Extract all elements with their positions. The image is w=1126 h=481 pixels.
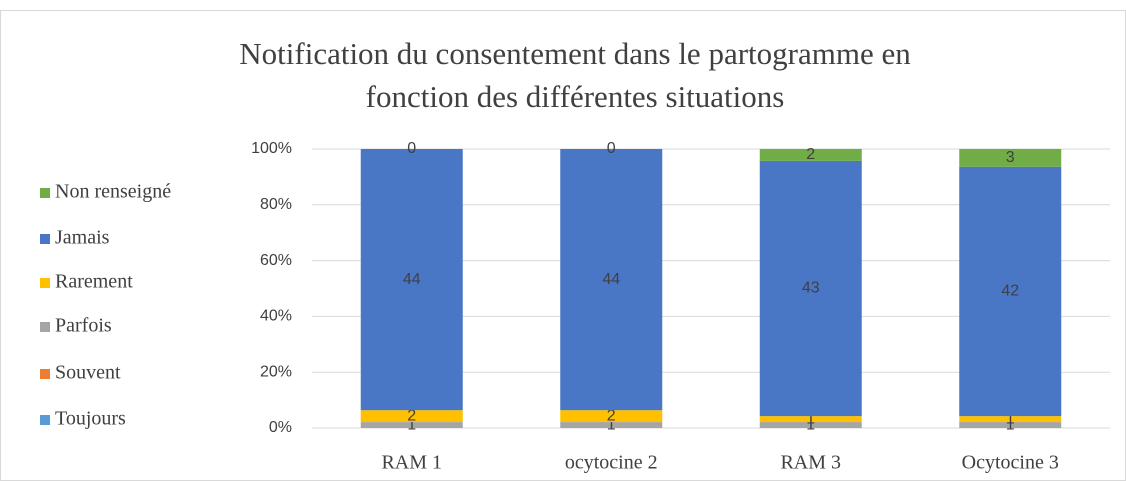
legend-swatch [40, 234, 50, 244]
bar-segment [759, 416, 862, 423]
y-tick-label: 100% [251, 140, 292, 157]
data-label: 1 [1006, 410, 1015, 427]
legend-label: Toujours [55, 408, 126, 430]
data-label: 1 [407, 416, 416, 433]
legend-swatch [40, 188, 50, 198]
legend-label: Non renseigné [55, 181, 171, 203]
data-label: 2 [607, 407, 616, 424]
bar-segment [560, 422, 663, 428]
chart-title: Notification du consentement dans le par… [239, 36, 911, 71]
legend-swatch [40, 415, 50, 425]
bar-segment [959, 149, 1062, 167]
y-tick-label: 40% [260, 308, 292, 325]
x-tick-label: RAM 3 [780, 452, 841, 474]
x-tick-label: ocytocine 2 [565, 452, 658, 474]
bar-segment [759, 149, 862, 161]
legend-label: Souvent [55, 362, 121, 384]
data-label: 0 [407, 140, 416, 157]
data-label: 44 [602, 271, 620, 288]
data-label: 1 [806, 410, 815, 427]
data-label: 42 [1001, 283, 1019, 300]
bar-segment [560, 149, 663, 411]
bar-segment [959, 166, 1062, 417]
bar-segment [759, 160, 862, 417]
x-tick-label: Ocytocine 3 [962, 452, 1059, 474]
bar-segment [360, 410, 463, 423]
data-label: 43 [802, 280, 820, 297]
bar-segment [360, 149, 463, 411]
legend-label: Rarement [55, 271, 133, 293]
y-tick-label: 20% [260, 363, 292, 380]
data-label: 1 [607, 416, 616, 433]
y-tick-label: 0% [269, 419, 292, 436]
y-tick-label: 80% [260, 196, 292, 213]
bar-segment [360, 422, 463, 428]
y-tick-label: 60% [260, 252, 292, 269]
legend-swatch [40, 322, 50, 332]
legend-swatch [40, 278, 50, 288]
legend-label: Parfois [55, 315, 112, 337]
bar-segment [959, 416, 1062, 423]
legend-label: Jamais [55, 227, 110, 249]
data-label: 44 [403, 271, 421, 288]
x-tick-label: RAM 1 [381, 452, 442, 474]
bar-segment [560, 410, 663, 423]
chart-title: fonction des différentes situations [366, 79, 785, 114]
data-label: 2 [806, 146, 815, 163]
data-label: 1 [1006, 416, 1015, 433]
bar-segment [759, 422, 862, 428]
bar-segment [959, 422, 1062, 428]
legend-swatch [40, 369, 50, 379]
data-label: 0 [607, 140, 616, 157]
data-label: 2 [407, 407, 416, 424]
data-label: 3 [1006, 149, 1015, 166]
data-label: 1 [806, 416, 815, 433]
